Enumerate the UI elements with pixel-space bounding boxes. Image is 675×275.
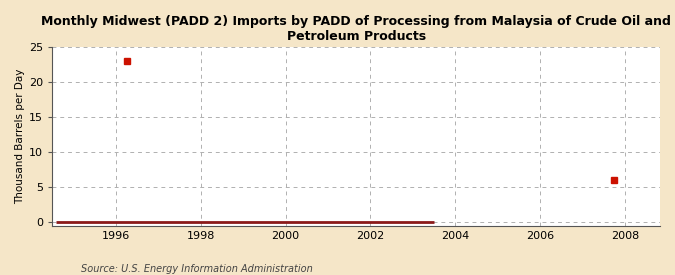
Text: Source: U.S. Energy Information Administration: Source: U.S. Energy Information Administ… xyxy=(81,264,313,274)
Title: Monthly Midwest (PADD 2) Imports by PADD of Processing from Malaysia of Crude Oi: Monthly Midwest (PADD 2) Imports by PADD… xyxy=(41,15,671,43)
Y-axis label: Thousand Barrels per Day: Thousand Barrels per Day xyxy=(15,69,25,204)
